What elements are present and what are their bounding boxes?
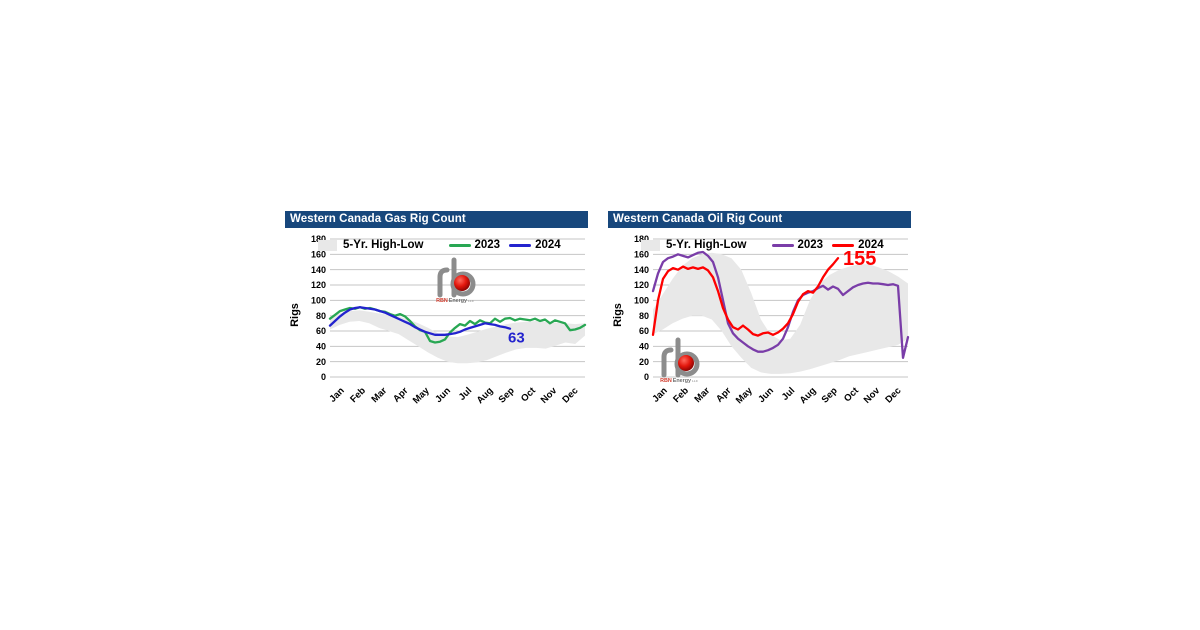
svg-text:May: May [734, 385, 755, 406]
svg-text:0: 0 [644, 372, 649, 382]
line-2023-swatch [771, 243, 794, 247]
svg-text:100: 100 [311, 296, 326, 306]
legend-2024-label: 2024 [858, 239, 884, 251]
svg-text:Jan: Jan [650, 385, 669, 404]
line-2023 [651, 250, 910, 359]
end-value-label: 155 [843, 248, 876, 270]
svg-text:Jul: Jul [457, 385, 474, 402]
svg-text:Dec: Dec [560, 385, 580, 405]
gridlines [330, 238, 585, 378]
svg-text:Jul: Jul [780, 385, 797, 402]
rbn-energy-logo: RBNEnergyLLC [430, 255, 480, 304]
line-2024 [328, 306, 512, 336]
svg-text:40: 40 [316, 342, 326, 352]
gas-chart-plot: 020406080100120140160180JanFebMarAprMayJ… [311, 234, 587, 406]
band-legend-label: 5-Yr. High-Low [666, 239, 747, 251]
legend-item-2024: 2024 [832, 239, 884, 251]
svg-text:80: 80 [639, 311, 649, 321]
line-2024-swatch [509, 243, 532, 247]
svg-text:140: 140 [634, 265, 649, 275]
logo-wordmark: RBNEnergyLLC [660, 378, 699, 384]
logo-letter-b-bowl [674, 351, 700, 377]
svg-text:Dec: Dec [883, 385, 903, 405]
legend-item-2024: 2024 [509, 239, 561, 251]
svg-text:120: 120 [311, 280, 326, 290]
line-2024-swatch [832, 243, 855, 247]
five-year-high-low-band [653, 252, 908, 374]
svg-text:Apr: Apr [391, 385, 411, 405]
svg-text:May: May [411, 385, 432, 406]
svg-text:Mar: Mar [370, 385, 390, 405]
svg-text:20: 20 [316, 357, 326, 367]
gas-chart-title-bar: Western Canada Gas Rig Count [285, 211, 588, 228]
logo-red-ball [454, 275, 470, 291]
end-value-label: 63 [508, 330, 525, 347]
svg-text:160: 160 [311, 250, 326, 260]
legend-2023-label: 2023 [474, 239, 501, 251]
svg-text:Mar: Mar [693, 385, 713, 405]
oil-rig-chart-panel: Western Canada Oil Rig Count 0 20 40 60 80 10… [608, 211, 911, 419]
logo-red-ball [678, 355, 694, 371]
band-legend-label: 5-Yr. High-Low [343, 239, 424, 251]
gas-y-axis-title: Rigs [289, 303, 301, 327]
x-axis-month-labels: Jan Feb Mar Apr May Jun Jul Aug Sep Oct Nov Dec [650, 385, 903, 406]
svg-text:180: 180 [634, 234, 649, 244]
legend-item-2023: 2023 [771, 239, 824, 251]
svg-text:Apr: Apr [714, 385, 734, 405]
svg-text:Sep: Sep [497, 385, 517, 405]
svg-text:Feb: Feb [348, 385, 368, 405]
svg-text:Jun: Jun [433, 385, 453, 405]
svg-text:180: 180 [311, 234, 326, 244]
svg-text:Aug: Aug [798, 385, 819, 406]
band-swatch [641, 239, 660, 251]
gas-rig-chart-panel: Western Canada Gas Rig Count 0 20 40 60 80 10… [285, 211, 588, 419]
svg-text:Jan: Jan [327, 385, 346, 404]
logo-letter-b-bowl [450, 271, 476, 297]
svg-text:Oct: Oct [519, 385, 539, 405]
svg-text:Nov: Nov [862, 385, 883, 406]
oil-chart-title-bar: Western Canada Oil Rig Count [608, 211, 911, 228]
y-axis-tick-labels: 0 20 40 60 80 100 120 140 160 180 [634, 234, 649, 382]
oil-chart-plot: 020406080100120140160180JanFebMarAprMayJ… [634, 234, 910, 406]
legend-2024-label: 2024 [535, 239, 561, 251]
rbn-energy-logo: RBNEnergyLLC [654, 335, 704, 384]
svg-text:140: 140 [311, 265, 326, 275]
band-swatch [318, 239, 337, 251]
svg-text:Jun: Jun [756, 385, 776, 405]
line-2023-swatch [448, 243, 471, 247]
svg-text:80: 80 [316, 311, 326, 321]
five-year-high-low-band [330, 310, 585, 364]
legend-item-band: 5-Yr. High-Low [641, 239, 747, 251]
gas-chart-legend: 5-Yr. High-Low 2023 2024 [318, 237, 561, 253]
y-axis-tick-labels: 0 20 40 60 80 100 120 140 160 180 [311, 234, 326, 382]
svg-text:0: 0 [321, 372, 326, 382]
legend-item-2023: 2023 [448, 239, 501, 251]
x-axis-month-labels: Jan Feb Mar Apr May Jun Jul Aug Sep Oct Nov Dec [327, 385, 580, 406]
svg-text:20: 20 [639, 357, 649, 367]
svg-text:60: 60 [639, 326, 649, 336]
oil-chart-legend: 5-Yr. High-Low 2023 2024 [641, 237, 884, 253]
svg-text:60: 60 [316, 326, 326, 336]
line-2024 [651, 257, 840, 337]
svg-text:Sep: Sep [820, 385, 840, 405]
svg-text:Oct: Oct [842, 385, 862, 405]
svg-text:100: 100 [634, 296, 649, 306]
legend-2023-label: 2023 [797, 239, 824, 251]
logo-letter-r [437, 267, 450, 298]
svg-text:Nov: Nov [539, 385, 560, 406]
logo-letter-r [661, 347, 674, 378]
svg-text:Feb: Feb [671, 385, 691, 405]
logo-wordmark: RBNEnergyLLC [436, 298, 475, 304]
oil-y-axis-title: Rigs [612, 303, 624, 327]
svg-text:Aug: Aug [475, 385, 496, 406]
svg-text:120: 120 [634, 280, 649, 290]
svg-text:40: 40 [639, 342, 649, 352]
legend-item-band: 5-Yr. High-Low [318, 239, 424, 251]
svg-text:160: 160 [634, 250, 649, 260]
